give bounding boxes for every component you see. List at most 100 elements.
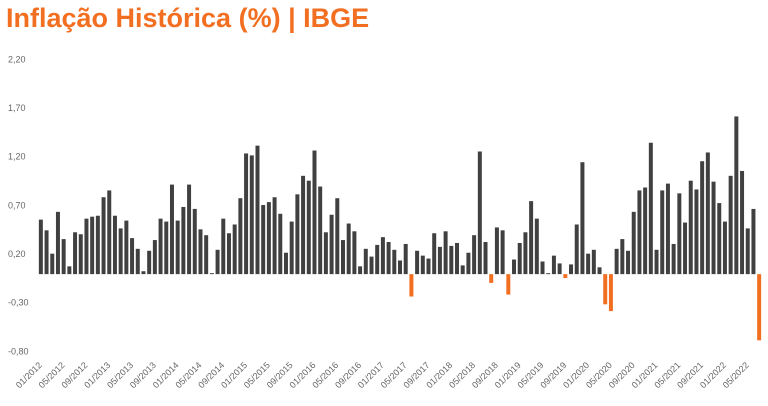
bar (728, 175, 733, 275)
bar (266, 202, 271, 275)
bar (700, 161, 705, 275)
bar (352, 231, 357, 275)
bar (363, 248, 368, 275)
chart-title: Inflação Histórica (%) | IBGE (6, 3, 369, 33)
bar (318, 186, 323, 275)
bar (398, 260, 402, 275)
bar (546, 273, 551, 275)
bar (512, 259, 517, 275)
bar (614, 248, 619, 275)
bar (147, 250, 152, 275)
bar (734, 116, 739, 275)
bar (135, 248, 140, 275)
bar (671, 243, 676, 275)
bar (494, 227, 499, 275)
bar (386, 242, 391, 275)
y-tick-label: 1,20 (8, 152, 26, 162)
y-tick-label: 2,20 (8, 54, 26, 64)
bar (631, 211, 636, 275)
bar (204, 235, 209, 275)
bar (665, 183, 670, 275)
bar (380, 237, 385, 275)
bar (455, 242, 460, 275)
bar (44, 230, 49, 275)
bar (261, 205, 266, 275)
bar (375, 244, 380, 275)
bar (557, 263, 562, 275)
bar (483, 242, 488, 275)
bar (238, 198, 243, 275)
bar (591, 249, 596, 275)
bar (580, 162, 585, 275)
bar (745, 228, 750, 275)
bar (694, 189, 699, 275)
bar (477, 151, 482, 275)
bar (244, 153, 249, 275)
bar (534, 218, 539, 275)
bar (403, 243, 408, 275)
bar (289, 221, 294, 275)
bar (449, 245, 454, 275)
bar (169, 184, 174, 275)
bar (232, 224, 237, 275)
bar (255, 145, 260, 275)
bar (551, 255, 556, 275)
bar (586, 253, 591, 275)
bar (301, 175, 306, 275)
bar (118, 228, 123, 275)
y-tick-label: 0,20 (8, 249, 26, 259)
bar (409, 274, 414, 297)
bar (61, 239, 66, 275)
y-tick-label: 1,70 (8, 103, 26, 113)
bar (705, 152, 710, 275)
bar (648, 142, 653, 275)
bar (683, 222, 688, 275)
bar (569, 264, 574, 275)
bar (443, 231, 448, 275)
bar (112, 215, 117, 275)
bar (340, 240, 345, 275)
bar (688, 180, 693, 275)
bar (312, 150, 317, 275)
bar (249, 155, 254, 275)
bar (489, 274, 494, 283)
bar (620, 239, 625, 275)
bar (38, 219, 43, 275)
bar (101, 197, 106, 275)
bar (152, 240, 157, 275)
bar (717, 203, 722, 275)
bar (603, 274, 608, 305)
bar (597, 267, 602, 275)
bar (78, 234, 83, 275)
bar (654, 249, 659, 275)
bar (751, 208, 756, 275)
bar (643, 187, 648, 275)
bar (295, 194, 300, 275)
bar (198, 229, 203, 275)
bar (540, 261, 545, 275)
bar (181, 206, 186, 275)
bar (209, 273, 214, 275)
bar (226, 233, 231, 275)
bar (757, 274, 762, 341)
bar (432, 233, 437, 275)
bar (506, 274, 511, 295)
bar (130, 238, 135, 275)
bar (221, 218, 226, 275)
bar (124, 220, 129, 275)
bar (392, 249, 397, 275)
bar (278, 213, 283, 275)
bar (346, 223, 351, 275)
bar (73, 232, 78, 275)
bar (711, 181, 716, 275)
y-tick-label: 0,70 (8, 200, 26, 210)
bar (472, 235, 477, 275)
bar (369, 256, 374, 275)
bar (272, 197, 277, 275)
bar (437, 246, 442, 275)
bar (141, 271, 146, 275)
bar (637, 190, 642, 275)
bar (55, 211, 60, 275)
bar (660, 190, 665, 275)
